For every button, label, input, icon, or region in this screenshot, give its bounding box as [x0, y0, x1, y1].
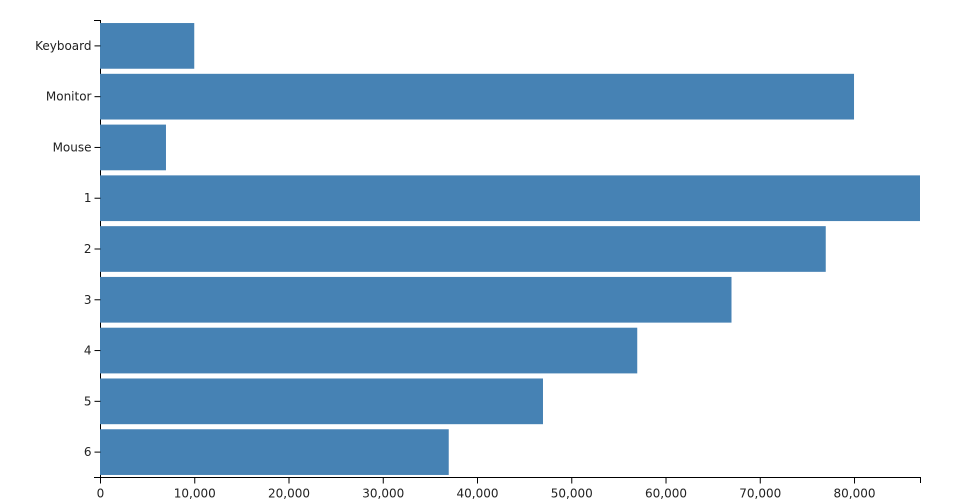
x-tick-label: 70,000	[739, 487, 781, 500]
x-tick-label: 10,000	[174, 487, 216, 500]
y-tick-label: 3	[84, 293, 92, 307]
x-tick-label: 40,000	[457, 487, 499, 500]
bar	[100, 378, 543, 425]
bar	[100, 73, 855, 120]
bar	[100, 429, 449, 475]
y-tick-label: 2	[84, 242, 92, 256]
bar	[100, 23, 195, 69]
bar	[100, 226, 826, 272]
x-tick-label: 60,000	[645, 487, 687, 500]
bar	[100, 327, 638, 374]
x-tick-label: 30,000	[362, 487, 404, 500]
y-tick-label: 4	[84, 344, 92, 358]
bar	[100, 276, 732, 323]
y-tick-label: Monitor	[46, 90, 92, 104]
x-tick-label: 20,000	[268, 487, 310, 500]
y-tick-label: 6	[84, 445, 92, 459]
y-tick-label: Mouse	[53, 140, 92, 154]
x-axis	[100, 477, 921, 483]
x-tick-label: 0	[97, 487, 105, 500]
bar	[100, 124, 166, 171]
bar	[100, 175, 920, 222]
y-tick-label: 5	[84, 394, 92, 408]
y-tick-label: 1	[84, 191, 92, 205]
x-tick-label: 50,000	[551, 487, 593, 500]
x-tick-label: 80,000	[834, 487, 876, 500]
y-tick-label: Keyboard	[35, 39, 91, 53]
